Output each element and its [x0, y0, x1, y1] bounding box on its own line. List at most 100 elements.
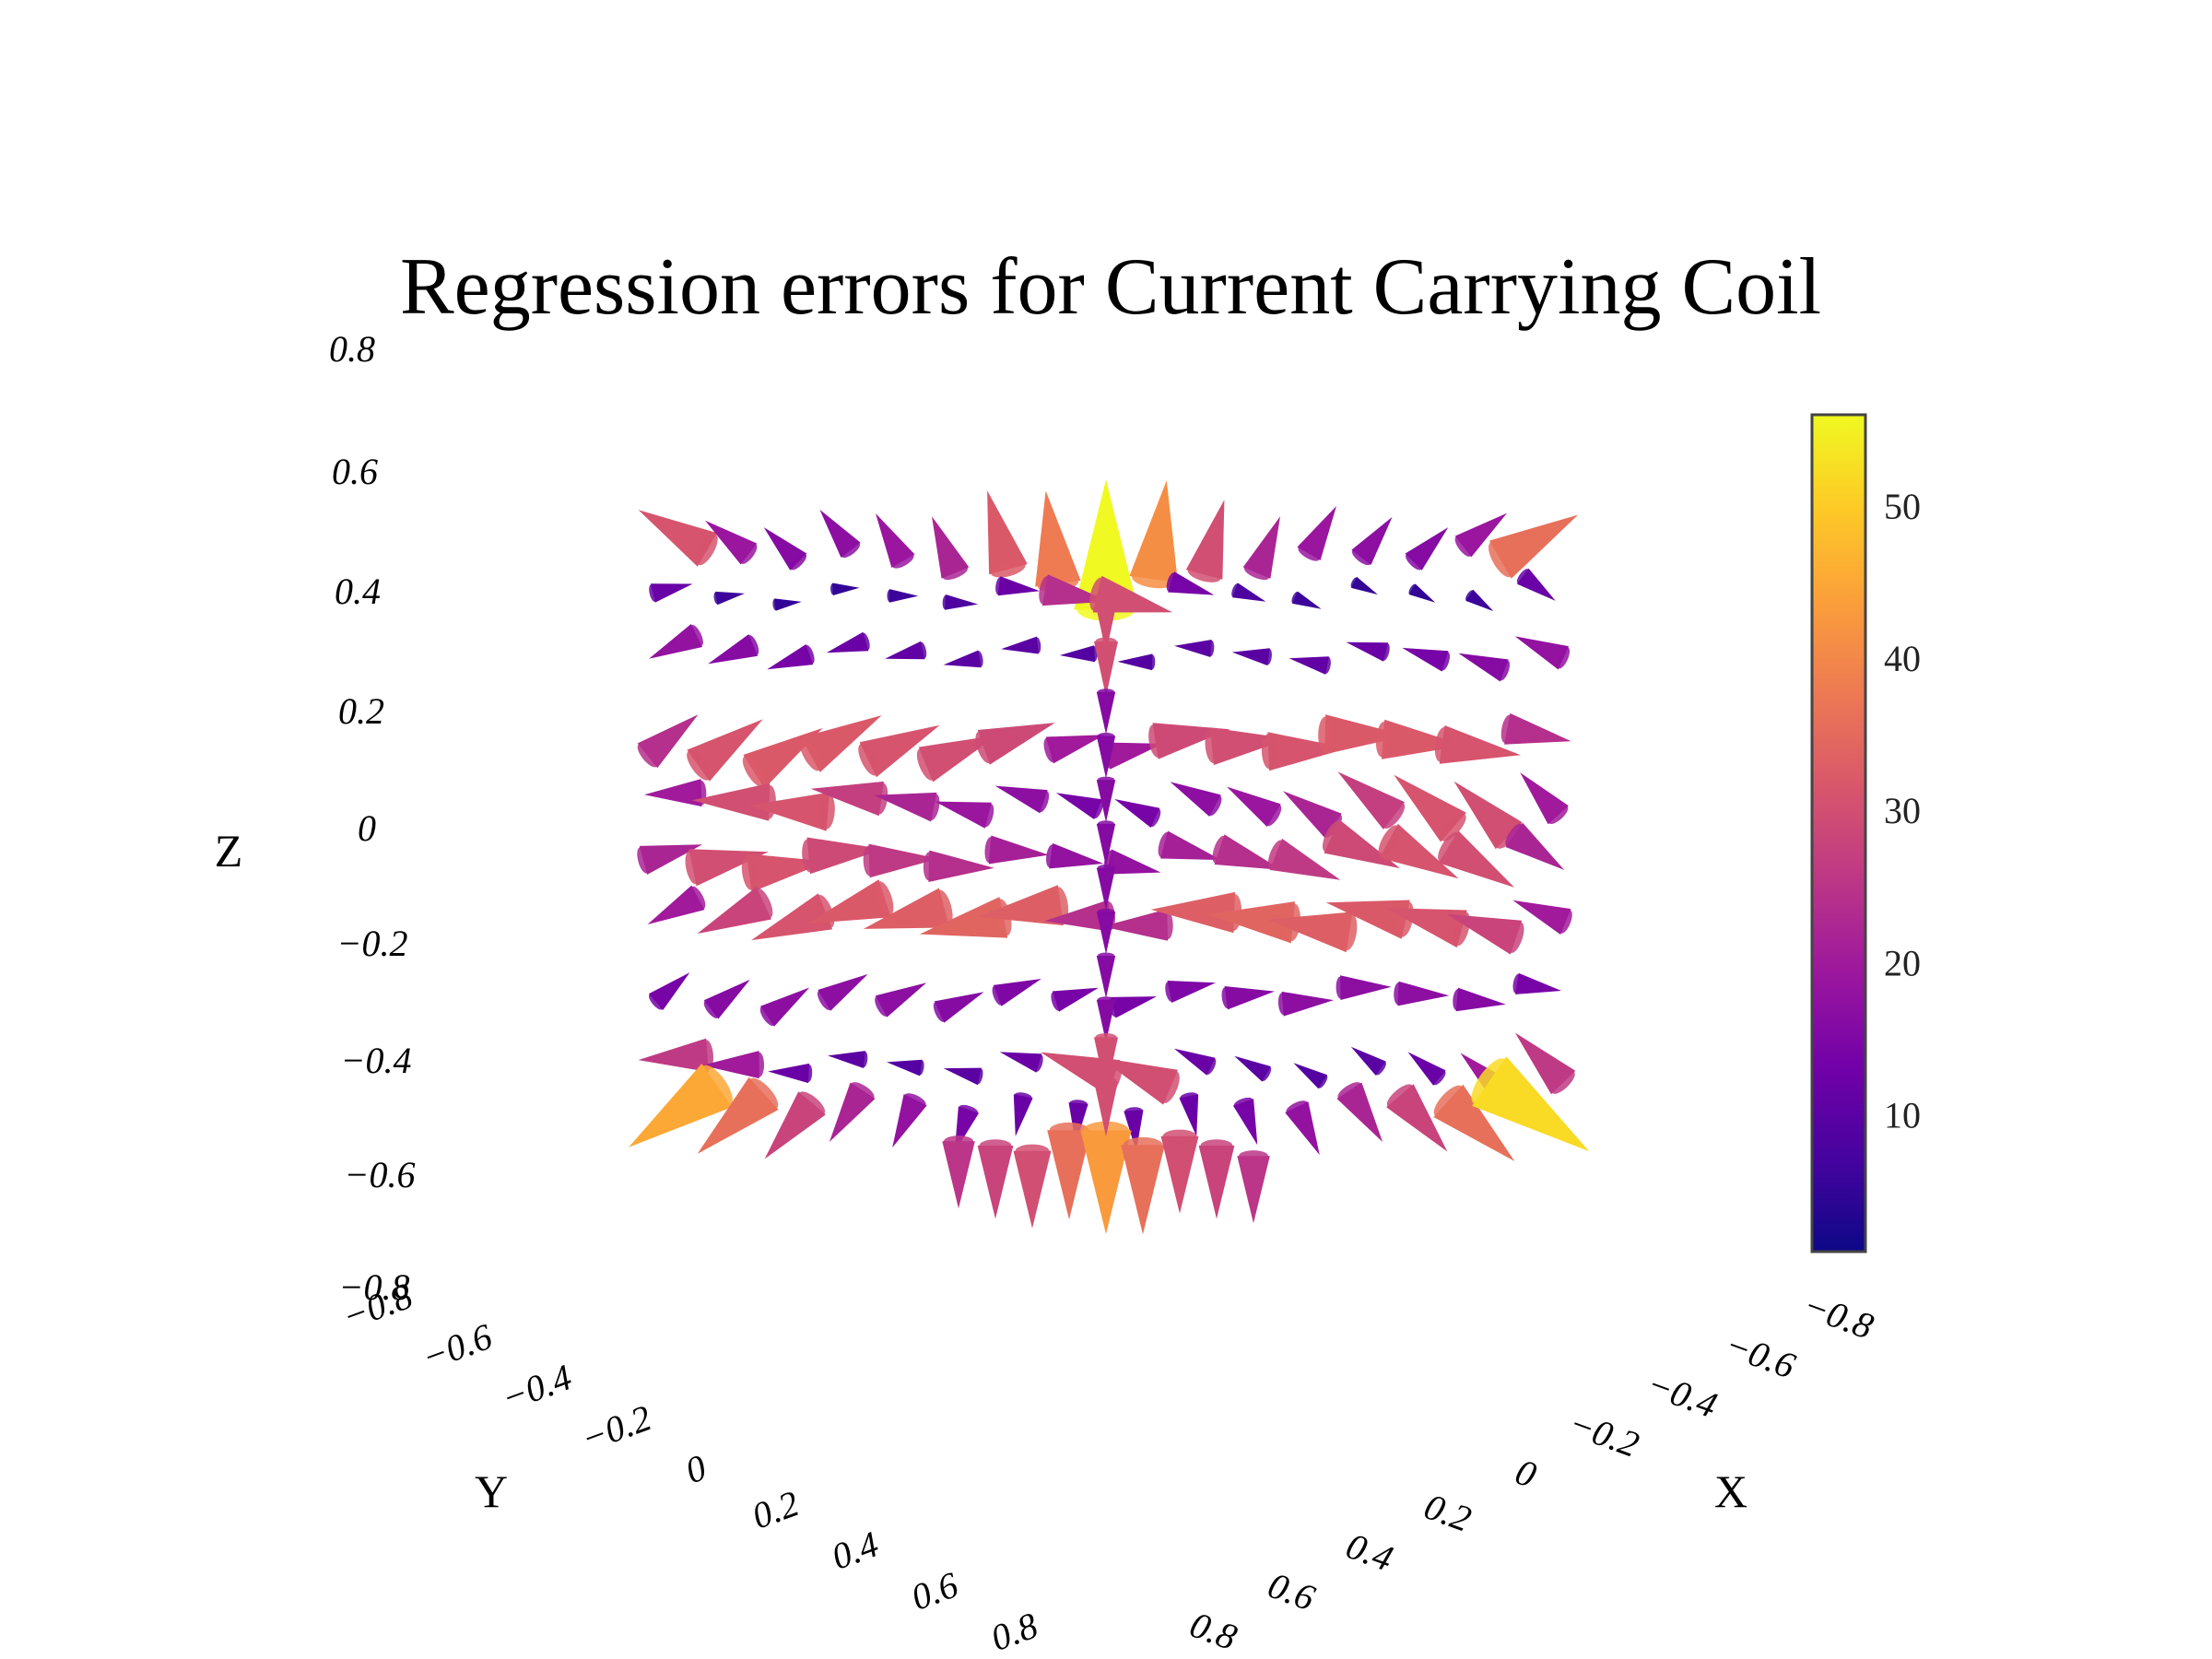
- z-tick-label: 0.4: [335, 571, 381, 612]
- x-tick-label: 0.8: [1184, 1604, 1241, 1658]
- cone-mark: [1052, 987, 1099, 1012]
- cone-base: [805, 644, 815, 665]
- z-tick-label: 0.8: [329, 328, 375, 370]
- x-tick-label: 0: [1511, 1451, 1542, 1496]
- cone-base: [1148, 724, 1163, 758]
- cone-mark: [1350, 1046, 1386, 1076]
- cone-base: [1433, 1085, 1464, 1117]
- cone-base: [701, 1040, 713, 1071]
- cone-base: [875, 782, 888, 815]
- colorbar-tick-label: 30: [1884, 790, 1921, 831]
- cone-mark: [1297, 506, 1336, 560]
- cone-mark: [1504, 712, 1571, 745]
- cone-base: [759, 1006, 775, 1027]
- cone-mark: [828, 1051, 865, 1068]
- cone-base: [687, 750, 711, 781]
- cone-base: [1243, 565, 1270, 581]
- cone-mark: [889, 589, 919, 603]
- cone-base: [1548, 806, 1569, 825]
- cone-base: [790, 553, 807, 571]
- cone-base: [1131, 570, 1176, 589]
- cone-base: [1382, 643, 1390, 661]
- cone-base: [1265, 649, 1272, 665]
- cone-base: [1337, 1082, 1361, 1100]
- cone-base: [1488, 542, 1512, 578]
- cone-mark: [1455, 987, 1506, 1012]
- z-tick-label: −0.4: [341, 1040, 412, 1081]
- cone-base: [917, 1060, 924, 1076]
- cone-base: [1441, 813, 1466, 841]
- cone-mark: [1096, 956, 1116, 999]
- cone-base: [1386, 1084, 1413, 1108]
- cone-base: [975, 731, 993, 764]
- cone-base: [1350, 577, 1358, 588]
- cone-base: [1408, 583, 1416, 594]
- cone-field: [629, 479, 1590, 1235]
- cone-mark: [1207, 901, 1295, 944]
- cone-mark: [748, 792, 830, 831]
- cone-base: [861, 632, 870, 651]
- cone-base: [1200, 1139, 1233, 1152]
- cone-base: [1092, 800, 1103, 818]
- cone-mark: [701, 1051, 759, 1079]
- cone-mark: [977, 1146, 1014, 1219]
- cone-base: [1097, 952, 1115, 959]
- cone-mark: [1094, 641, 1118, 697]
- cone-base: [747, 635, 759, 655]
- cone-base: [1206, 1058, 1217, 1075]
- cone-mark: [1117, 653, 1153, 671]
- cone-base: [1208, 795, 1222, 817]
- cone-mark: [1160, 1135, 1199, 1214]
- cone-base: [904, 1093, 926, 1107]
- cone-base: [875, 996, 888, 1017]
- cone-base: [933, 1002, 946, 1022]
- cone-mark: [1227, 786, 1281, 828]
- cone-base: [755, 888, 773, 918]
- cone-base: [817, 990, 831, 1010]
- cone-base: [1097, 732, 1115, 740]
- cone-mark: [1160, 830, 1221, 861]
- cone-mark: [1438, 830, 1515, 888]
- cone-base: [1231, 583, 1239, 597]
- cone-mark: [945, 594, 979, 610]
- cone-base: [1433, 1070, 1446, 1086]
- cone-mark: [943, 1067, 982, 1086]
- cone-base: [995, 577, 1003, 595]
- cone-base: [1166, 572, 1176, 592]
- cone-mark: [807, 879, 891, 924]
- cone-base: [1034, 1054, 1043, 1072]
- colorbar-ticks: 10 20 30 40 50: [1884, 486, 1921, 1135]
- cone-mark: [1242, 516, 1280, 579]
- cone-mark: [1094, 1037, 1118, 1093]
- cone-mark: [767, 644, 814, 670]
- cone-mark: [997, 576, 1040, 596]
- cone-base: [1351, 549, 1371, 566]
- cone-base: [741, 855, 757, 890]
- cone-mark: [993, 979, 1041, 1006]
- cone-base: [1212, 835, 1227, 864]
- colorbar-tick-label: 20: [1884, 942, 1921, 983]
- cone-mark: [1096, 823, 1116, 866]
- cone-base: [1454, 536, 1472, 557]
- cone-base: [1097, 776, 1115, 783]
- cone-mark: [863, 888, 950, 929]
- cone-base: [1046, 844, 1056, 867]
- cone-mark: [1114, 799, 1160, 828]
- cone-mark: [1068, 1102, 1088, 1145]
- cone-mark: [1515, 972, 1562, 994]
- cone-base: [1394, 982, 1403, 1005]
- cone-base: [713, 592, 720, 605]
- cone-base: [1149, 808, 1161, 828]
- cone-mark: [1074, 479, 1138, 610]
- cone-mark: [810, 781, 884, 817]
- x-axis-ticks: −0.8−0.6−0.4−0.2 0 0.2 0.4 0.6 0.8: [1184, 1284, 1878, 1658]
- cone-base: [892, 553, 914, 569]
- cone-mark: [1234, 1055, 1271, 1082]
- cone-mark: [1288, 656, 1329, 675]
- cone-base: [1291, 592, 1299, 604]
- cone-mark: [934, 992, 984, 1023]
- cone-mark: [1379, 823, 1459, 879]
- cone-base: [1097, 820, 1115, 828]
- cone-mark: [1267, 732, 1348, 771]
- cone-mark: [1346, 641, 1389, 662]
